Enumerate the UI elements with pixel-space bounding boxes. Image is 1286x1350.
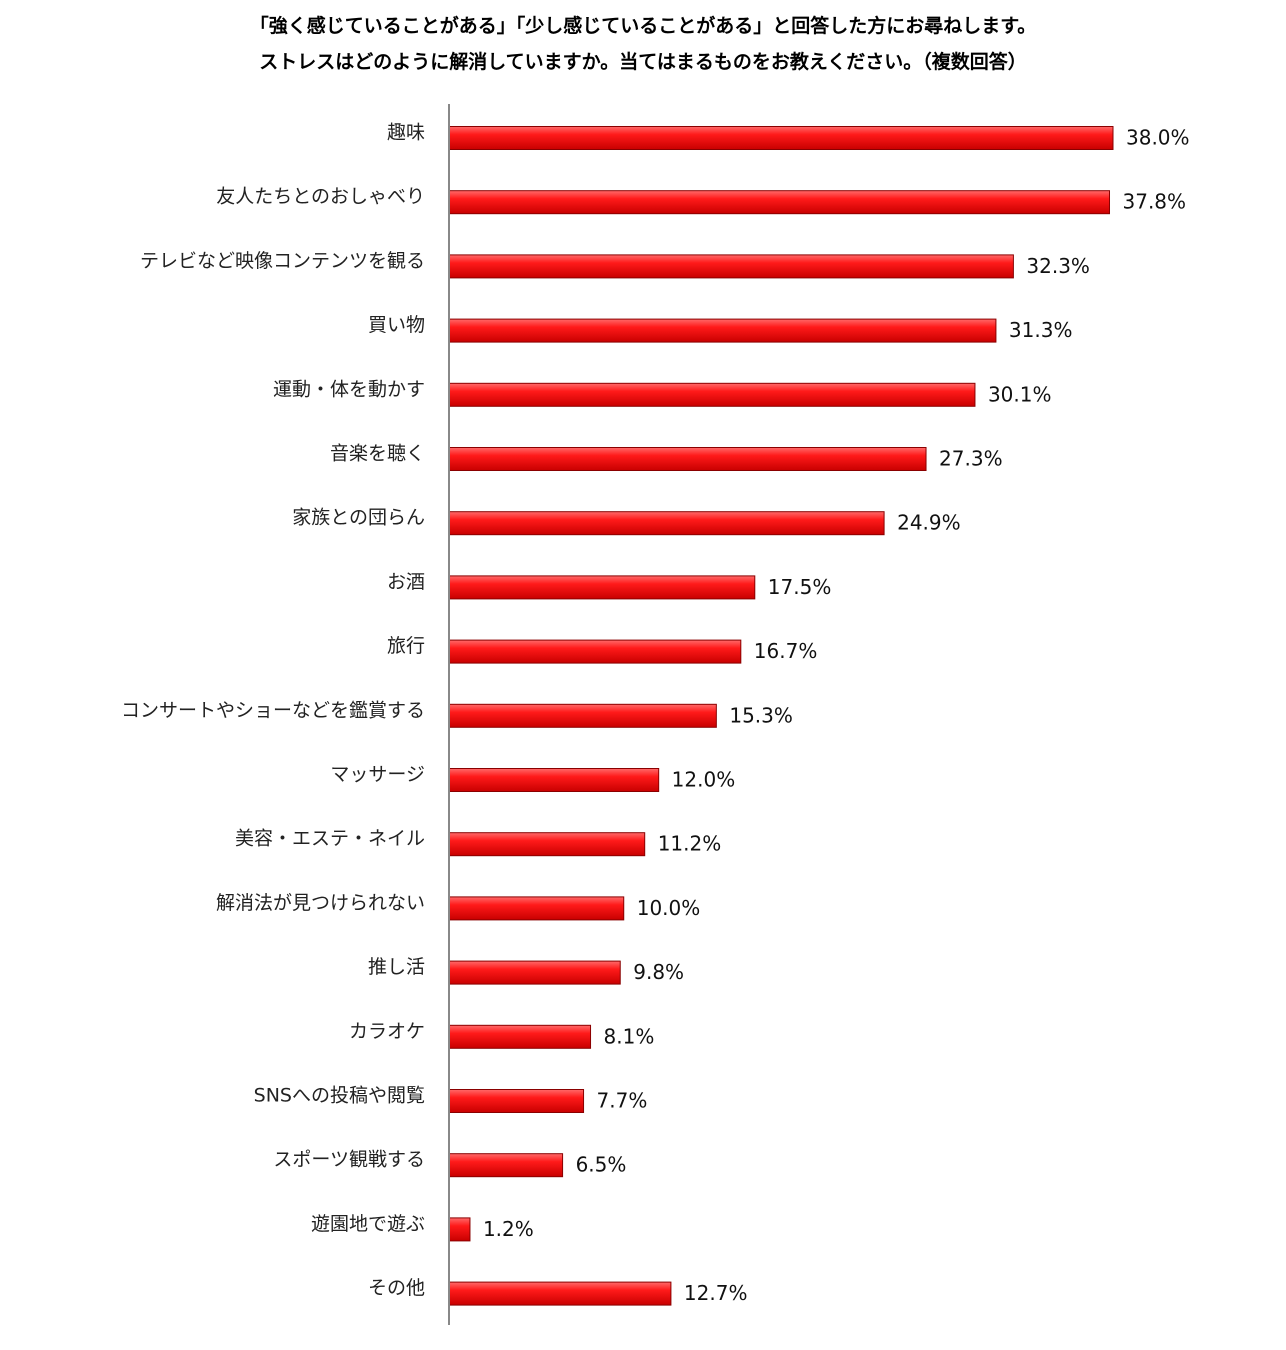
value-label: 16.7% [754,639,818,663]
category-label: テレビなど映像コンテンツを観る [140,250,425,272]
bar [448,126,1114,150]
value-label: 32.3% [1026,254,1090,278]
category-label: 運動・体を動かす [273,378,425,400]
value-label: 8.1% [604,1024,655,1048]
value-label: 37.8% [1123,190,1187,214]
bar [448,639,742,664]
category-label: 音楽を聴く [330,443,425,465]
category-label: 遊園地で遊ぶ [311,1213,425,1235]
bar [448,1024,592,1049]
value-label: 10.0% [637,896,701,920]
bar [448,190,1111,215]
value-label: 11.2% [658,832,722,856]
chart-title-line-2: ストレスはどのように解消していますか。当てはまるものをお教えください。（複数回答… [259,51,1027,73]
category-label: 買い物 [368,314,425,336]
bar [448,768,660,792]
category-label: コンサートやショーなどを鑑賞する [121,699,425,721]
bar [448,832,646,857]
category-label: 家族との団らん [292,507,425,529]
value-label: 1.2% [483,1217,534,1241]
category-label: 趣味 [387,122,425,144]
value-label: 9.8% [633,960,684,984]
value-label: 38.0% [1126,126,1190,150]
bar [448,960,621,985]
category-label: 美容・エステ・ネイル [235,828,425,850]
chart-title-line-1: 「強く感じていることがある」「少し感じていることがある」と回答した方にお尋ねしま… [249,15,1037,37]
bar [448,318,997,343]
category-label: 推し活 [368,956,425,978]
category-label: スポーツ観戦する [273,1149,425,1171]
category-label: 旅行 [387,635,425,657]
value-label: 12.0% [672,768,736,792]
category-label: 解消法が見つけられない [216,892,425,914]
bars-layer: 趣味 38.0% 友人たちとのおしゃべり 37.8% テレビなど映像コンテンツを観る 32… [121,122,1190,1306]
value-label: 24.9% [897,511,961,535]
category-label: カラオケ [349,1020,425,1042]
bar [448,575,756,600]
value-label: 17.5% [768,575,832,599]
bar [448,511,885,536]
bar [448,1089,585,1113]
value-label: 27.3% [939,447,1003,471]
category-label: お酒 [387,571,425,593]
bar [448,896,625,921]
bar [448,447,927,471]
category-label: 友人たちとのおしゃべり [216,186,425,208]
bar [448,1281,672,1306]
value-label: 6.5% [576,1153,627,1177]
bar [448,1153,564,1178]
category-label: その他 [368,1277,425,1299]
value-label: 7.7% [597,1089,648,1113]
value-label: 15.3% [729,703,793,727]
bar [448,382,976,407]
value-label: 31.3% [1009,318,1073,342]
category-label: SNSへの投稿や閲覧 [254,1085,425,1107]
bar [448,1217,471,1242]
chart-title: 「強く感じていることがある」「少し感じていることがある」と回答した方にお尋ねしま… [0,8,1286,80]
value-label: 30.1% [988,382,1052,406]
bar [448,703,717,728]
bar [448,254,1014,279]
value-label: 12.7% [684,1281,748,1305]
category-label: マッサージ [330,764,425,786]
